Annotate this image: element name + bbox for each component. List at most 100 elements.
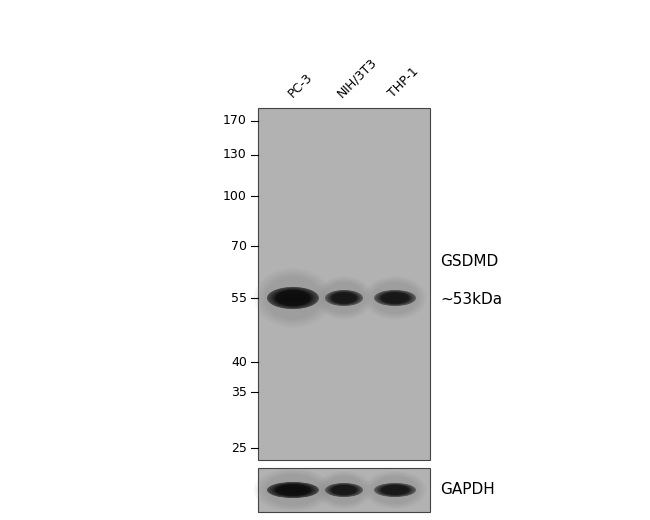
Ellipse shape bbox=[330, 485, 359, 496]
Ellipse shape bbox=[372, 476, 418, 504]
Ellipse shape bbox=[267, 287, 319, 309]
Ellipse shape bbox=[335, 487, 354, 493]
Ellipse shape bbox=[326, 483, 362, 497]
Ellipse shape bbox=[319, 279, 369, 317]
Ellipse shape bbox=[276, 485, 310, 496]
Ellipse shape bbox=[335, 295, 354, 301]
Ellipse shape bbox=[257, 270, 330, 326]
Ellipse shape bbox=[271, 483, 315, 497]
Ellipse shape bbox=[372, 282, 418, 314]
Ellipse shape bbox=[273, 289, 313, 307]
Ellipse shape bbox=[272, 289, 314, 307]
Ellipse shape bbox=[374, 483, 416, 497]
Ellipse shape bbox=[328, 484, 360, 496]
Text: GAPDH: GAPDH bbox=[440, 483, 495, 498]
Ellipse shape bbox=[325, 483, 363, 497]
Ellipse shape bbox=[368, 279, 422, 317]
Ellipse shape bbox=[363, 471, 426, 509]
Ellipse shape bbox=[275, 484, 311, 496]
Ellipse shape bbox=[368, 474, 422, 506]
Ellipse shape bbox=[326, 290, 362, 306]
Text: THP-1: THP-1 bbox=[386, 65, 421, 100]
Text: 25: 25 bbox=[231, 441, 247, 454]
Ellipse shape bbox=[379, 485, 411, 496]
Ellipse shape bbox=[328, 291, 360, 305]
Ellipse shape bbox=[332, 292, 356, 304]
Ellipse shape bbox=[259, 272, 327, 324]
Ellipse shape bbox=[374, 290, 416, 306]
Ellipse shape bbox=[380, 292, 410, 304]
Bar bbox=[258, 108, 430, 460]
Ellipse shape bbox=[380, 485, 410, 496]
Ellipse shape bbox=[377, 484, 413, 496]
Ellipse shape bbox=[385, 295, 406, 301]
Ellipse shape bbox=[270, 483, 316, 497]
Ellipse shape bbox=[275, 290, 311, 306]
Ellipse shape bbox=[272, 483, 314, 497]
Ellipse shape bbox=[380, 292, 410, 304]
Ellipse shape bbox=[315, 471, 372, 509]
Text: PC-3: PC-3 bbox=[286, 71, 315, 100]
Ellipse shape bbox=[319, 474, 369, 506]
Text: 130: 130 bbox=[223, 149, 247, 162]
Ellipse shape bbox=[262, 274, 324, 322]
Text: 70: 70 bbox=[231, 240, 247, 253]
Ellipse shape bbox=[323, 476, 365, 504]
Ellipse shape bbox=[382, 485, 409, 495]
Text: ~53kDa: ~53kDa bbox=[440, 292, 502, 307]
Ellipse shape bbox=[265, 276, 322, 320]
Bar bbox=[258, 468, 430, 512]
Ellipse shape bbox=[315, 277, 372, 320]
Ellipse shape bbox=[327, 484, 361, 496]
Ellipse shape bbox=[385, 487, 406, 493]
Ellipse shape bbox=[280, 487, 306, 493]
Ellipse shape bbox=[257, 470, 330, 510]
Ellipse shape bbox=[317, 278, 370, 318]
Ellipse shape bbox=[323, 282, 365, 314]
Ellipse shape bbox=[330, 485, 358, 496]
Ellipse shape bbox=[259, 471, 327, 509]
Ellipse shape bbox=[375, 290, 415, 306]
Ellipse shape bbox=[269, 288, 317, 308]
Ellipse shape bbox=[332, 485, 356, 495]
Ellipse shape bbox=[330, 292, 359, 304]
Text: GSDMD: GSDMD bbox=[440, 254, 499, 269]
Text: 40: 40 bbox=[231, 356, 247, 369]
Ellipse shape bbox=[375, 483, 415, 497]
Ellipse shape bbox=[376, 484, 413, 496]
Ellipse shape bbox=[376, 291, 413, 305]
Ellipse shape bbox=[267, 482, 319, 498]
Ellipse shape bbox=[280, 294, 306, 303]
Ellipse shape bbox=[321, 475, 367, 505]
Ellipse shape bbox=[376, 484, 414, 497]
Ellipse shape bbox=[262, 473, 324, 508]
Ellipse shape bbox=[269, 483, 317, 498]
Ellipse shape bbox=[327, 291, 361, 305]
Ellipse shape bbox=[331, 292, 357, 304]
Text: 35: 35 bbox=[231, 385, 247, 398]
Ellipse shape bbox=[365, 472, 424, 508]
Ellipse shape bbox=[370, 475, 420, 505]
Ellipse shape bbox=[265, 474, 322, 506]
Ellipse shape bbox=[268, 288, 318, 309]
Ellipse shape bbox=[268, 482, 318, 498]
Ellipse shape bbox=[379, 292, 411, 304]
Ellipse shape bbox=[325, 290, 363, 306]
Text: 100: 100 bbox=[223, 189, 247, 202]
Ellipse shape bbox=[329, 484, 359, 496]
Ellipse shape bbox=[380, 485, 410, 495]
Ellipse shape bbox=[276, 290, 310, 306]
Ellipse shape bbox=[370, 281, 420, 315]
Ellipse shape bbox=[329, 291, 359, 305]
Ellipse shape bbox=[271, 289, 315, 307]
Ellipse shape bbox=[254, 469, 332, 512]
Ellipse shape bbox=[376, 291, 414, 305]
Ellipse shape bbox=[273, 484, 313, 497]
Ellipse shape bbox=[317, 472, 370, 508]
Ellipse shape bbox=[321, 281, 367, 315]
Ellipse shape bbox=[363, 277, 426, 320]
Ellipse shape bbox=[326, 484, 361, 497]
Ellipse shape bbox=[378, 484, 412, 496]
Ellipse shape bbox=[326, 291, 361, 305]
Ellipse shape bbox=[270, 288, 316, 308]
